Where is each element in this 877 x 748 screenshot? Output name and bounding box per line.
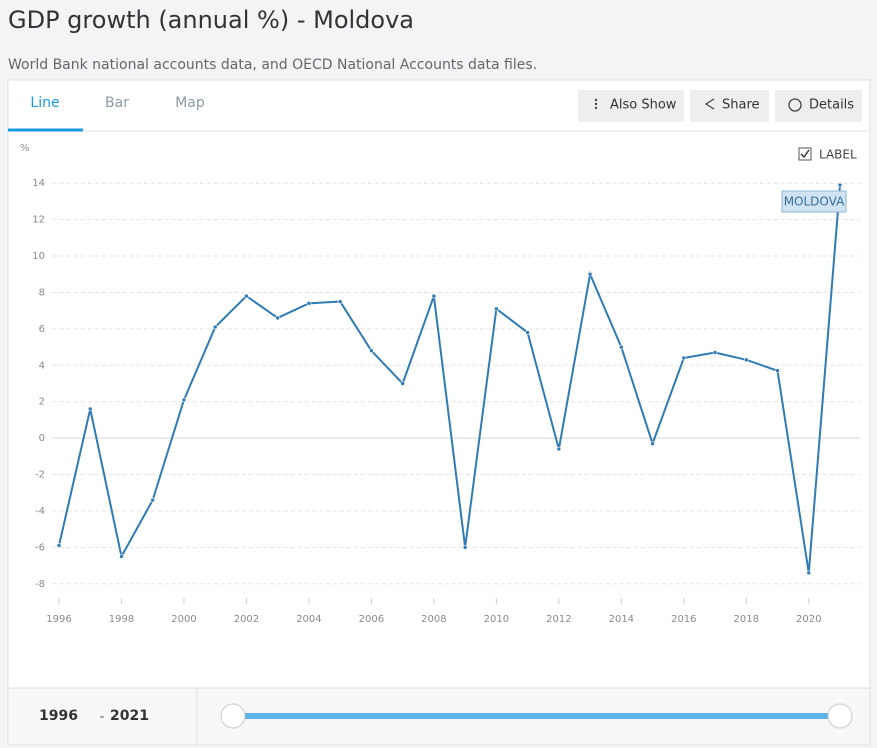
checkbox[interactable] <box>798 147 812 161</box>
x-tick-label: 2006 <box>359 614 384 625</box>
x-tick-label: 2004 <box>296 614 321 625</box>
point <box>244 293 249 299</box>
point <box>743 357 749 363</box>
x-tick-label: 2014 <box>609 614 634 625</box>
x-tick-label: 2020 <box>796 614 821 625</box>
line <box>58 184 842 574</box>
y-tick-label: 14 <box>32 178 45 189</box>
point <box>775 368 780 374</box>
button[interactable] <box>578 90 684 122</box>
x-tick-label: 2016 <box>671 614 696 625</box>
point <box>431 293 437 299</box>
button-label[interactable]: Details <box>809 98 854 113</box>
y-tick-label: 6 <box>39 324 45 335</box>
point <box>681 355 687 361</box>
y-tick-label: 8 <box>39 287 45 298</box>
point <box>525 330 530 335</box>
slider-track <box>238 713 838 719</box>
icon <box>594 106 598 110</box>
page-title: GDP growth (annual %) - Moldova <box>8 6 414 34</box>
point <box>150 497 156 503</box>
tab[interactable]: Map <box>175 95 205 111</box>
button[interactable] <box>690 90 769 122</box>
point <box>806 570 812 576</box>
point <box>56 543 62 548</box>
point <box>306 301 312 306</box>
point <box>87 406 93 412</box>
y-tick-label: 12 <box>32 215 45 226</box>
point <box>712 350 718 355</box>
plot: -8 -6 -4 -2 0 2 4 6 8 10 12 14 1996 1998 2000 2002 2004 2… <box>32 178 860 625</box>
y-tick-label: 10 <box>32 251 45 262</box>
x-tick-label: 2012 <box>546 614 571 625</box>
point <box>556 446 562 452</box>
x-tick-label: 2018 <box>734 614 759 625</box>
point <box>837 182 843 188</box>
tab[interactable]: Line <box>30 95 59 111</box>
y-tick-label: 2 <box>39 397 45 408</box>
point <box>400 381 405 386</box>
y-tick-label: -2 <box>35 470 45 481</box>
series-label-box <box>781 190 847 213</box>
point <box>119 554 124 559</box>
range-end: 2021 <box>110 708 149 724</box>
chart-panel <box>7 79 871 689</box>
x-tick-label: 1996 <box>46 614 71 625</box>
range-separator: - <box>100 710 105 725</box>
page-subtitle: World Bank national accounts data, and O… <box>8 57 537 73</box>
series-label: MOLDOVA <box>784 195 845 209</box>
point <box>337 299 343 304</box>
range-start: 1996 <box>39 708 78 724</box>
point <box>462 545 468 550</box>
point <box>619 344 624 350</box>
icon <box>594 102 598 106</box>
point <box>212 324 218 330</box>
x-tick-label: 1998 <box>109 614 134 625</box>
button-label[interactable]: Share <box>722 98 760 113</box>
x-tick-label: 2002 <box>234 614 259 625</box>
checkmark <box>800 149 810 159</box>
y-tick-label: -4 <box>35 506 45 517</box>
point <box>587 271 593 277</box>
y-axis-label: % <box>20 143 30 154</box>
y-tick-label: -8 <box>35 579 45 590</box>
slider-handle[interactable] <box>827 703 853 729</box>
icon <box>594 98 598 102</box>
x-tick-label: 2000 <box>171 614 196 625</box>
x-tick-label: 2008 <box>421 614 446 625</box>
button[interactable] <box>775 90 862 122</box>
point <box>275 315 280 321</box>
button-label[interactable]: Also Show <box>610 98 677 113</box>
x-tick-label: 2010 <box>484 614 509 625</box>
slider-handle[interactable] <box>220 703 246 729</box>
point <box>369 348 374 354</box>
icon <box>704 98 715 110</box>
icon <box>788 98 802 112</box>
point <box>181 397 187 403</box>
y-tick-label: 0 <box>39 433 45 444</box>
y-tick-label: -6 <box>35 542 45 553</box>
point <box>494 306 499 312</box>
point <box>650 441 655 446</box>
checkbox-label[interactable]: LABEL <box>819 148 857 162</box>
tab[interactable]: Bar <box>105 95 129 111</box>
y-tick-label: 4 <box>39 360 45 371</box>
